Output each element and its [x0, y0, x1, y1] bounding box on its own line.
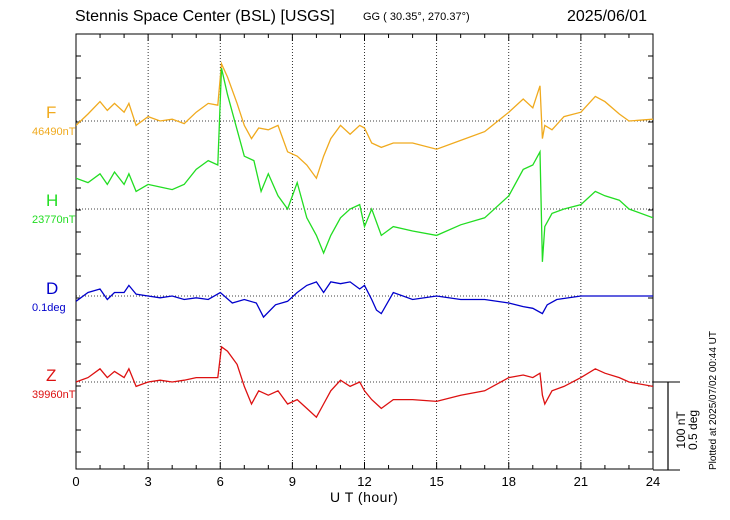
chart-date: 2025/06/01 — [567, 8, 648, 25]
plotted-timestamp: Plotted at 2025/07/02 00:44 UT — [708, 331, 719, 470]
x-tick-label: 0 — [72, 474, 79, 489]
x-tick-label: 12 — [357, 474, 371, 489]
x-tick-label: 15 — [429, 474, 443, 489]
scale-bar-label: 100 nT 0.5 deg — [674, 409, 700, 450]
scale-bar-deg: 0.5 deg — [686, 409, 700, 450]
component-letter-f: F — [46, 103, 57, 122]
component-letter-h: H — [46, 191, 59, 210]
component-letter-z: Z — [46, 366, 57, 385]
chart-title: Stennis Space Center (BSL) [USGS] — [75, 8, 335, 25]
series-z-line — [76, 345, 653, 419]
component-base-h: 23770nT — [32, 214, 76, 226]
x-tick-label: 24 — [646, 474, 660, 489]
component-letter-d: D — [46, 279, 59, 298]
series-h-line — [76, 68, 653, 262]
x-tick-label: 18 — [502, 474, 516, 489]
x-tick-label: 9 — [289, 474, 296, 489]
x-tick-label: 21 — [574, 474, 588, 489]
series-d-line — [76, 281, 653, 319]
series-f-line — [76, 61, 653, 180]
x-axis-title: U T (hour) — [330, 489, 399, 505]
component-base-z: 39960nT — [32, 389, 76, 401]
x-tick-label: 3 — [145, 474, 152, 489]
component-base-d: 0.1deg — [32, 302, 66, 314]
component-base-f: 46490nT — [32, 126, 76, 138]
station-coordinates: GG ( 30.35°, 270.37°) — [363, 11, 470, 23]
x-tick-label: 6 — [217, 474, 224, 489]
